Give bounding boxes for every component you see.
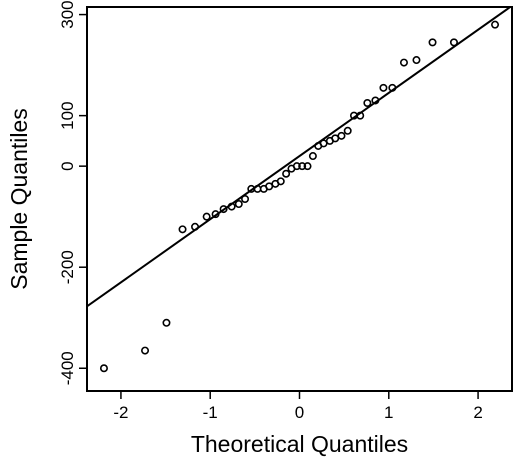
data-point [227,202,236,211]
data-point [363,99,372,108]
data-point [319,139,328,148]
data-point [449,38,458,47]
y-tick-label: 0 [58,161,77,170]
data-point [412,56,421,65]
x-tick-label: -1 [203,403,218,422]
y-tick-label: 100 [58,101,77,129]
data-point [276,177,285,186]
data-point [356,111,365,120]
data-point [234,200,243,209]
data-point [211,210,220,219]
data-point [399,58,408,67]
qq-reference-line [87,7,512,308]
x-tick-label: 2 [473,403,482,422]
data-point [282,169,291,178]
data-point [298,162,307,171]
data-point [343,126,352,135]
data-point [265,182,274,191]
data-point [428,38,437,47]
data-point [371,96,380,105]
data-point [337,131,346,140]
data-point [241,195,250,204]
data-point [379,83,388,92]
x-axis-title: Theoretical Quantiles [191,431,408,457]
data-point [219,205,228,214]
data-point [202,212,211,221]
data-point [162,318,171,327]
x-tick-label: -2 [113,403,128,422]
data-point [491,20,500,29]
y-tick-label: -400 [58,351,77,385]
data-point [141,346,150,355]
data-point [388,83,397,92]
data-point [308,152,317,161]
data-point [191,222,200,231]
x-axis: -2 -1 0 1 2 [113,391,483,422]
x-tick-label: 1 [384,403,393,422]
y-axis: -400 -200 0 100 300 [58,0,87,385]
y-tick-label: -200 [58,250,77,284]
data-point [292,162,301,171]
data-point [99,364,108,373]
data-point [331,134,340,143]
data-point [303,162,312,171]
data-point [178,225,187,234]
y-tick-label: 300 [58,0,77,28]
x-tick-label: 0 [295,403,304,422]
plot-frame [86,6,513,392]
y-axis-title: Sample Quantiles [6,108,32,290]
